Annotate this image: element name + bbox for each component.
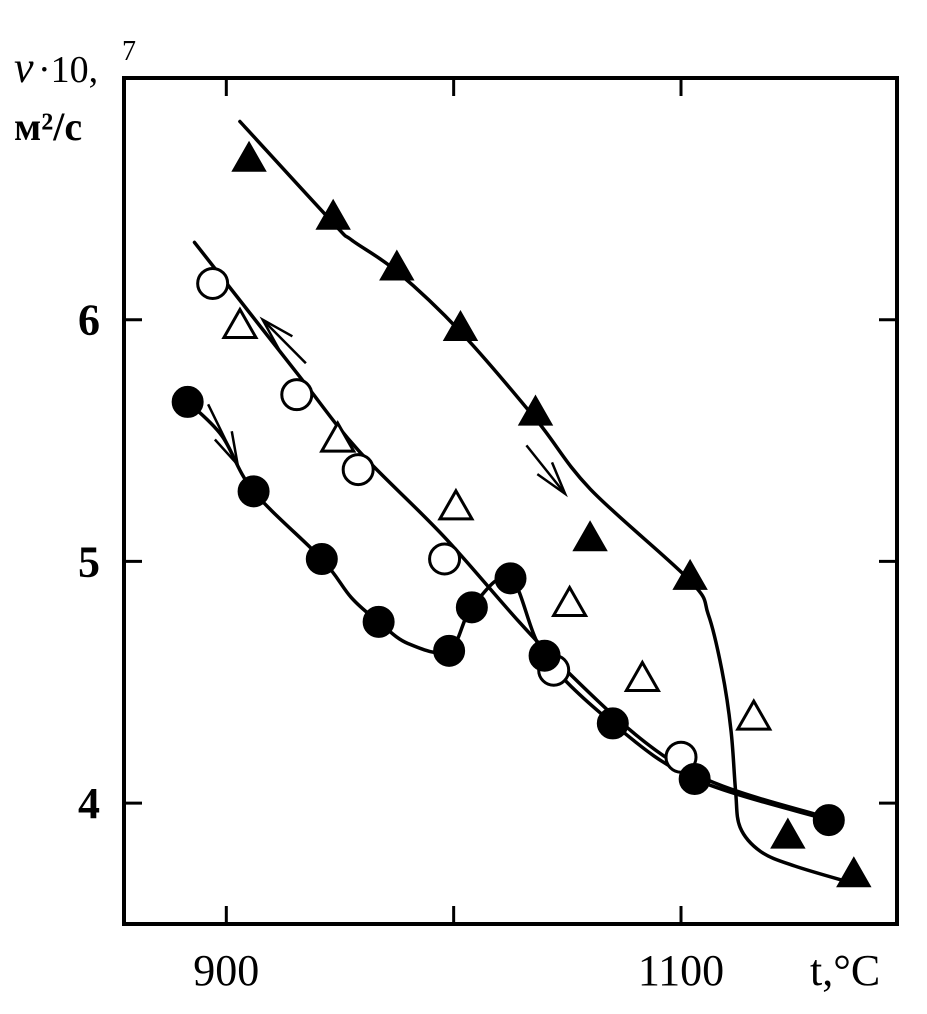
data-point-open-circle [428,542,462,576]
data-point-filled-circle [528,639,561,672]
data-point-filled-circle [237,475,270,508]
data-point-filled-triangle [672,558,708,590]
data-point-filled-circle [433,634,466,667]
data-point-filled-circle [362,605,395,638]
data-point-filled-circle [494,562,527,595]
data-point-open-triangle [623,659,661,692]
data-point-open-circle [196,266,230,300]
y-axis-title-units: м²/с [14,104,82,149]
data-point-filled-triangle [231,140,267,172]
plot-frame [122,76,899,926]
arrow-head [536,461,568,498]
data-point-filled-circle [678,762,711,795]
data-point-filled-circle [455,591,488,624]
x-tick-label: 1100 [638,946,724,995]
data-point-filled-triangle [442,309,479,341]
arrow-shaft [261,318,307,365]
data-point-filled-triangle [572,520,608,552]
data-point-open-triangle [437,487,475,521]
tick-marks [124,78,897,924]
data-point-filled-circle [305,543,338,576]
direction-arrows [206,316,568,498]
data-point-filled-circle [812,804,845,837]
data-point-open-triangle [551,584,589,618]
data-point-open-circle [280,378,314,412]
data-point-filled-circle [171,385,204,418]
data-point-filled-triangle [315,198,351,230]
x-axis-title: t,°C [810,946,880,995]
arrow-head [259,316,293,351]
data-point-filled-triangle [770,817,806,849]
arrow-head [213,431,240,469]
data-point-filled-circle [596,707,629,740]
tick-labels: 900 1100 4 5 6 [78,296,724,995]
data-point-filled-triangle [517,394,554,426]
data-point-open-triangle [735,698,773,731]
x-tick-label: 900 [193,946,259,995]
y-tick-label: 5 [78,537,100,586]
y-axis-title-exponent: 7 [122,36,136,67]
y-axis-title-symbol: ν [14,43,34,92]
y-tick-label: 6 [78,296,100,345]
data-point-open-triangle [221,306,259,340]
arrow-shaft [525,444,567,495]
data-markers [171,140,872,888]
y-axis-title-multiplier: ·10, [38,49,98,91]
data-point-open-circle [341,453,375,487]
series-curve [238,119,854,885]
data-point-open-triangle [319,420,357,453]
fit-curves [185,119,854,885]
data-point-filled-triangle [836,856,872,888]
arrow-shaft [206,403,239,466]
y-tick-label: 4 [78,779,100,828]
data-point-filled-triangle [379,249,415,281]
